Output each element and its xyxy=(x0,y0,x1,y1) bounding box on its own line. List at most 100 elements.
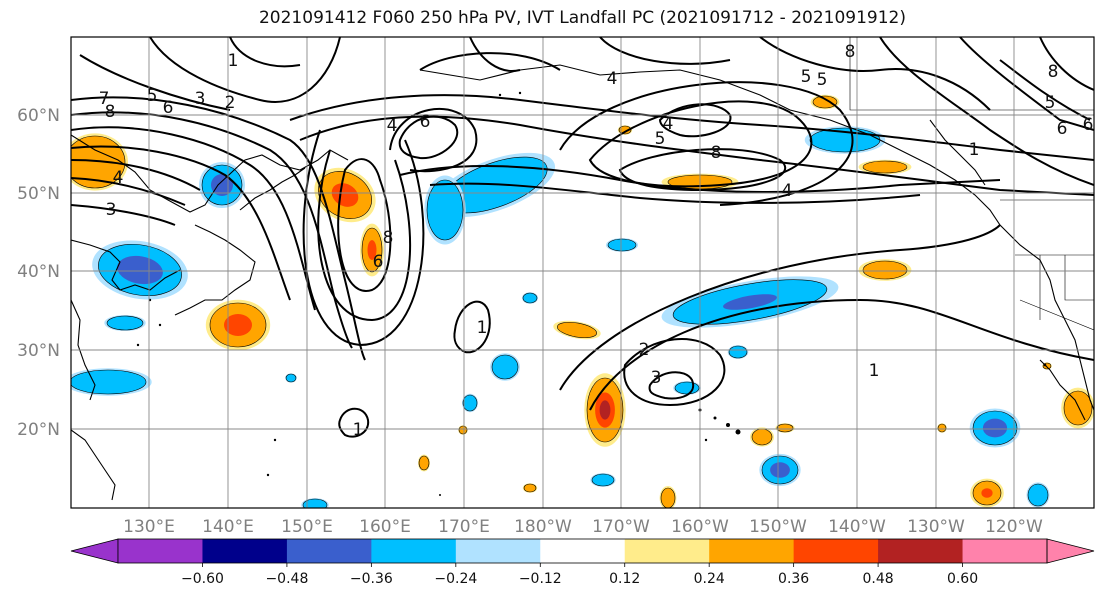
contour-label: 6 xyxy=(1057,119,1068,139)
anomaly-region xyxy=(522,292,538,304)
anomaly-region xyxy=(812,95,838,109)
contour-label: 3 xyxy=(195,89,206,109)
colorbar-label: 0.24 xyxy=(694,571,725,587)
contour-label: 8 xyxy=(711,143,722,163)
pv-contour-line xyxy=(71,159,201,191)
latitude-label: 20°N xyxy=(17,420,60,440)
anomaly-region xyxy=(367,240,377,260)
colorbar-label: 0.48 xyxy=(863,571,894,587)
pv-contour-line xyxy=(229,37,301,68)
anomaly-region xyxy=(723,294,777,310)
longitude-label: 140°E xyxy=(202,517,254,537)
pv-contour-line xyxy=(589,298,1094,411)
longitude-label: 160°E xyxy=(359,517,411,537)
pv-contour-line xyxy=(398,115,459,160)
colorbar-label: −0.60 xyxy=(181,571,224,587)
map-gridlines xyxy=(71,37,1094,508)
pv-contours xyxy=(71,37,1094,438)
colorbar-label: −0.12 xyxy=(519,571,562,587)
anomaly-region xyxy=(660,487,676,508)
colorbar-segment xyxy=(455,539,541,563)
contour-label: 1 xyxy=(477,318,488,338)
contour-label: 1 xyxy=(228,51,239,71)
contour-label: 4 xyxy=(663,114,674,134)
contour-label: 7 xyxy=(99,89,110,109)
pv-contour-line xyxy=(71,177,186,206)
anomaly-region xyxy=(491,354,519,380)
pv-contour-line xyxy=(879,37,1094,186)
pv-contour-line xyxy=(79,54,231,111)
anomaly-region xyxy=(1063,390,1093,426)
anomaly-region xyxy=(862,260,908,280)
pv-contour-line xyxy=(71,204,176,226)
contour-label: 4 xyxy=(387,116,398,136)
pv-contour-line xyxy=(337,158,392,292)
anomaly-region xyxy=(331,183,359,207)
contour-label: 5 xyxy=(1045,93,1056,113)
latitude-labels: 60°N 50°N 40°N 30°N 20°N xyxy=(17,106,60,440)
anomaly-region xyxy=(117,255,163,285)
colorbar-segment xyxy=(286,539,372,563)
anomaly-region xyxy=(426,179,464,241)
colorbar-label: 0.36 xyxy=(778,571,809,587)
contour-label: 3 xyxy=(651,368,662,388)
anomaly-region xyxy=(523,483,537,493)
contour-label: 6 xyxy=(1083,115,1094,135)
colorbar-label: 0.60 xyxy=(947,571,978,587)
anomaly-region xyxy=(418,455,430,471)
anomaly-region xyxy=(776,423,794,433)
contour-label: 6 xyxy=(420,112,431,132)
anomaly-region xyxy=(981,488,993,498)
colorbar-outline xyxy=(117,538,1048,564)
anomaly-region xyxy=(285,373,297,383)
islands xyxy=(136,91,1047,496)
pv-contour-line xyxy=(999,59,1091,121)
colorbar: −0.60 −0.48 −0.36 −0.24 −0.12 0.12 0.24 0.36 0.4… xyxy=(70,538,1095,587)
pv-contour-line xyxy=(302,129,425,347)
colorbar-label: 0.12 xyxy=(609,571,640,587)
colorbar-segment xyxy=(540,539,626,563)
colorbar-segment xyxy=(371,539,457,563)
contour-label: 5 xyxy=(801,67,812,87)
pv-contour-line xyxy=(389,108,478,173)
anomaly-region xyxy=(302,498,328,508)
anomaly-region xyxy=(751,428,773,446)
pv-contour-line xyxy=(299,115,1094,196)
pv-contour-line xyxy=(759,37,991,111)
anomaly-region xyxy=(599,400,611,420)
contour-label: 5 xyxy=(655,129,666,149)
pv-contour-line xyxy=(469,37,521,72)
pv-contour-line xyxy=(648,371,695,400)
anomaly-region xyxy=(1027,483,1049,507)
contour-label: 2 xyxy=(639,340,650,360)
contour-label: 1 xyxy=(869,361,880,381)
anomaly-region xyxy=(71,369,147,395)
contour-label: 4 xyxy=(782,181,793,201)
anomaly-region xyxy=(591,473,615,487)
contour-label: 3 xyxy=(106,200,117,220)
pv-contour-line xyxy=(658,103,732,138)
pv-contour-line xyxy=(599,37,731,65)
colorbar-label: −0.24 xyxy=(434,571,477,587)
colorbar-extend-low xyxy=(70,538,119,564)
pv-contour-line xyxy=(429,182,921,204)
anomaly-region xyxy=(224,314,252,336)
map-plot-area xyxy=(71,37,1094,508)
pv-contour-line xyxy=(453,300,491,354)
longitude-label: 130°W xyxy=(907,517,965,537)
political-borders xyxy=(849,37,1094,331)
colorbar-segment xyxy=(709,539,795,563)
contour-label: 6 xyxy=(163,98,174,118)
anomaly-region xyxy=(71,135,126,189)
longitude-label: 150°W xyxy=(749,517,807,537)
anomaly-region xyxy=(618,125,632,135)
colorbar-segment xyxy=(624,539,710,563)
pv-contour-line xyxy=(149,37,341,103)
pv-contour-line xyxy=(1039,37,1094,91)
pv-contour-line xyxy=(559,81,854,206)
pv-contour-line xyxy=(338,407,370,438)
colorbar-segment xyxy=(962,539,1048,563)
pv-contour-line xyxy=(419,52,561,71)
